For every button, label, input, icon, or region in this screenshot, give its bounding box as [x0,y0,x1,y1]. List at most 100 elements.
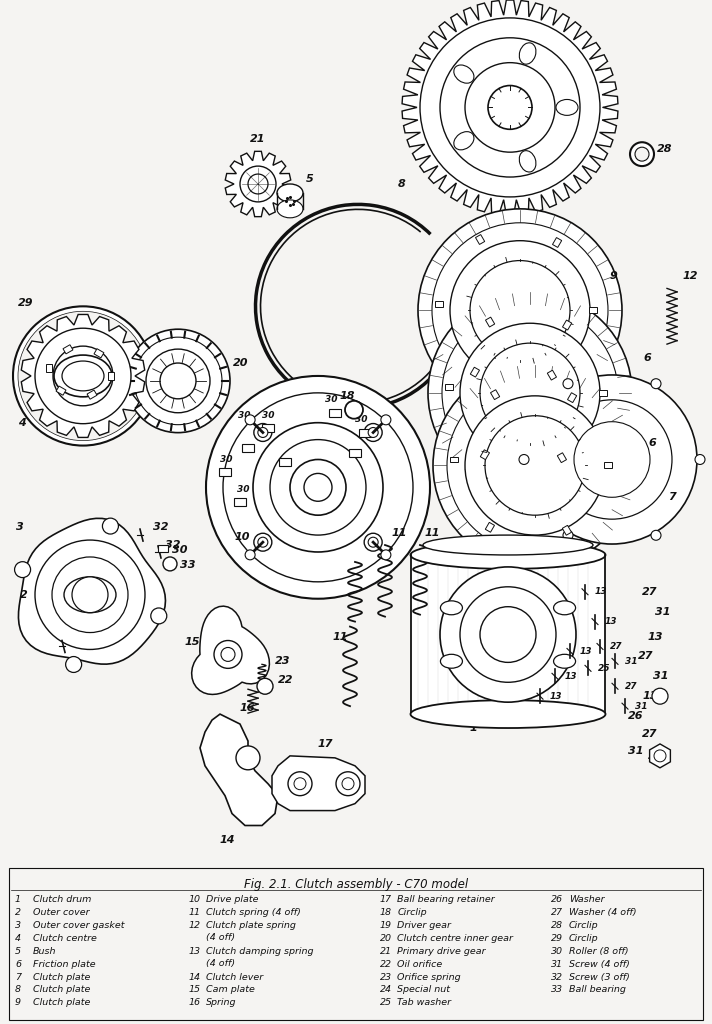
Circle shape [630,142,654,166]
Ellipse shape [519,151,536,172]
Bar [359,429,371,436]
Text: 31: 31 [551,959,563,969]
Bar [63,345,73,354]
Circle shape [465,62,555,153]
Text: 27: 27 [551,908,563,918]
Text: 7: 7 [15,973,21,982]
Circle shape [465,396,605,536]
Bar [56,386,66,395]
Circle shape [254,534,272,551]
Text: Driver gear: Driver gear [397,922,451,930]
Ellipse shape [454,132,474,150]
Circle shape [13,306,153,445]
Circle shape [236,745,260,770]
Circle shape [103,518,118,535]
Ellipse shape [441,654,462,669]
Bar [589,307,597,313]
Circle shape [420,17,600,197]
Text: 25: 25 [379,998,392,1008]
Circle shape [460,587,556,682]
Circle shape [14,562,31,578]
Circle shape [52,557,128,633]
Text: Circlip: Circlip [569,934,598,943]
Circle shape [651,379,661,389]
Circle shape [368,427,378,437]
Circle shape [527,375,697,544]
Polygon shape [225,152,290,217]
Text: 1: 1 [470,723,478,733]
Text: 31: 31 [635,701,647,711]
Text: Special nut: Special nut [397,985,450,994]
Bar [476,234,485,245]
Circle shape [552,399,672,519]
Text: 10: 10 [189,895,200,904]
Text: 15: 15 [189,985,200,994]
Circle shape [488,86,532,129]
Text: 30: 30 [325,395,337,404]
Text: 31: 31 [628,745,644,756]
Circle shape [364,534,382,551]
Circle shape [304,473,332,502]
Circle shape [257,678,273,694]
Bar [46,364,52,372]
Circle shape [221,647,235,662]
Bar [329,409,341,417]
Polygon shape [272,756,365,811]
Text: 5: 5 [15,947,21,955]
Circle shape [480,343,580,442]
Bar [481,450,490,460]
Text: 18: 18 [379,908,392,918]
Circle shape [651,530,661,541]
Text: 6: 6 [648,437,656,447]
Text: Clutch damping spring: Clutch damping spring [206,947,313,955]
Circle shape [206,376,430,599]
Text: 27: 27 [642,587,657,597]
Text: 6: 6 [643,353,651,364]
Circle shape [290,460,346,515]
Circle shape [519,455,529,465]
Text: Spring: Spring [206,998,236,1008]
Text: 26: 26 [551,895,563,904]
Ellipse shape [553,654,575,669]
Bar [450,457,458,463]
Ellipse shape [62,361,104,391]
Text: 11: 11 [392,528,407,538]
Text: Circlip: Circlip [397,908,426,918]
Bar [486,522,495,532]
Text: 32: 32 [551,973,563,982]
Text: Clutch centre: Clutch centre [33,934,96,943]
Text: 16: 16 [240,703,256,713]
Circle shape [440,567,576,702]
Circle shape [134,337,222,425]
Ellipse shape [277,200,303,218]
Text: 28: 28 [657,144,673,155]
Text: (4 off): (4 off) [206,933,235,942]
Circle shape [163,557,177,571]
Text: 19: 19 [379,922,392,930]
Circle shape [288,772,312,796]
Text: Orifice spring: Orifice spring [397,973,461,982]
Bar [262,424,274,432]
Bar [604,463,612,468]
Text: 16: 16 [189,998,200,1008]
Circle shape [66,656,82,673]
Circle shape [654,750,666,762]
Text: 13: 13 [580,647,592,656]
Text: 13: 13 [605,617,617,626]
Text: 11: 11 [189,908,200,918]
Text: Clutch lever: Clutch lever [206,973,263,982]
Bar [548,371,557,380]
Circle shape [480,606,536,663]
Text: 7: 7 [668,493,676,503]
Text: Friction plate: Friction plate [33,959,95,969]
Bar [242,443,254,452]
Ellipse shape [54,355,112,397]
Circle shape [151,608,167,624]
Text: 30: 30 [275,445,288,454]
Ellipse shape [553,601,575,614]
Circle shape [270,439,366,536]
Text: 24: 24 [648,751,664,761]
Text: 10: 10 [235,532,251,542]
Text: (4 off): (4 off) [206,958,235,968]
Circle shape [635,147,649,161]
